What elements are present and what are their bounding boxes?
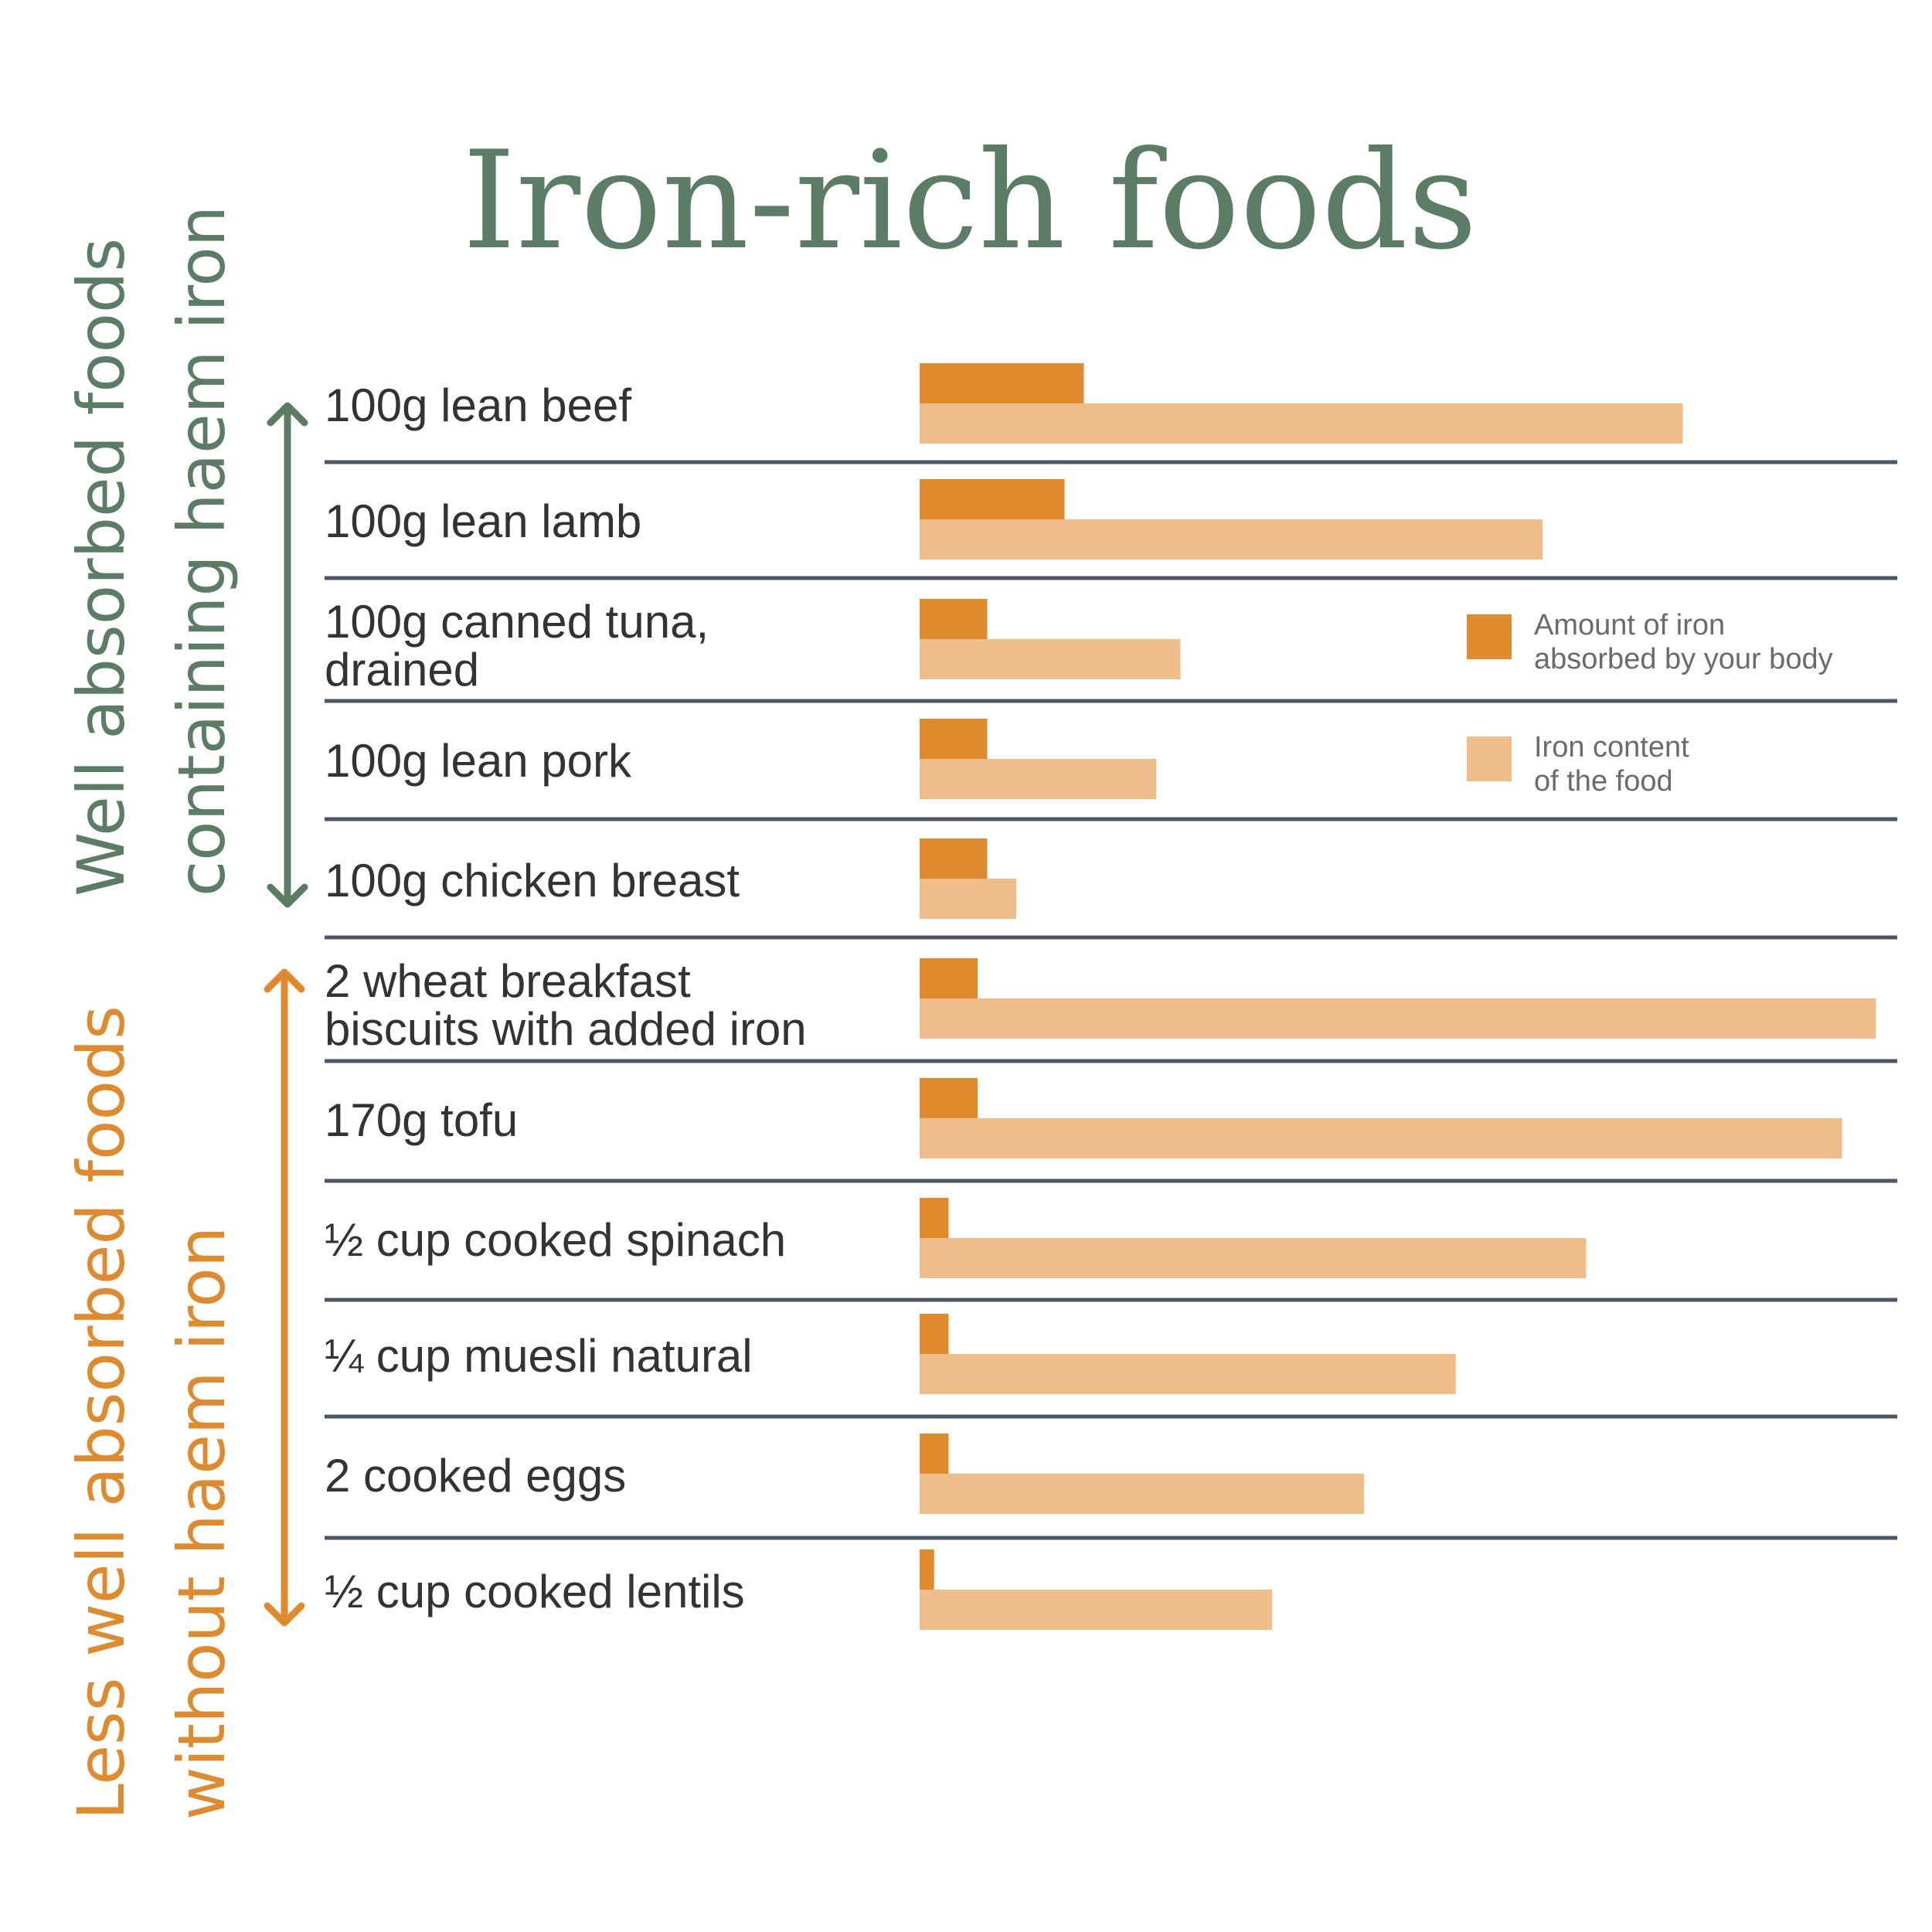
row-label: ½ cup cooked lentils xyxy=(325,1566,745,1617)
group-label-line: Less well absorbed foods xyxy=(63,1005,139,1820)
row-8: ¼ cup muesli natural xyxy=(325,1314,1456,1394)
bar-content xyxy=(920,639,1181,679)
row-2: 100g canned tuna, drained xyxy=(325,596,1181,696)
row-label: 100g lean lamb xyxy=(325,495,641,547)
row-label: 2 cooked eggs xyxy=(325,1450,626,1502)
arrow-down-icon xyxy=(264,1602,305,1627)
row-label: 100g lean beef xyxy=(325,379,631,431)
row-label-line: 100g lean lamb xyxy=(325,495,641,547)
row-label-line: ½ cup cooked lentils xyxy=(325,1566,745,1617)
row-label-line: 100g chicken breast xyxy=(325,855,740,906)
row-label-line: ½ cup cooked spinach xyxy=(325,1214,786,1266)
bar-content xyxy=(920,1118,1842,1158)
bar-content xyxy=(920,759,1157,799)
bar-absorbed xyxy=(920,958,978,998)
bar-content xyxy=(920,1354,1456,1394)
bar-absorbed xyxy=(920,1078,978,1118)
chart-title: Iron-rich foods xyxy=(462,123,1477,280)
row-label-line: 170g tofu xyxy=(325,1094,518,1146)
row-label-line: drained xyxy=(325,644,479,696)
row-label-line: 100g lean beef xyxy=(325,379,631,431)
row-label: ½ cup cooked spinach xyxy=(325,1214,786,1266)
bar-absorbed xyxy=(920,599,988,639)
row-4: 100g chicken breast xyxy=(325,838,1016,919)
row-label-line: 100g lean pork xyxy=(325,735,632,787)
legend-label: Amount of iron xyxy=(1534,609,1725,641)
bar-absorbed xyxy=(920,1314,949,1354)
row-9: 2 cooked eggs xyxy=(325,1434,1364,1514)
bar-content xyxy=(920,1590,1273,1630)
row-label-line: 2 wheat breakfast xyxy=(325,955,691,1007)
legend-label: Iron content xyxy=(1534,731,1689,764)
legend-swatch xyxy=(1467,736,1512,781)
arrow-down-icon xyxy=(267,883,308,908)
row-label: 2 wheat breakfast biscuits with added iro… xyxy=(325,955,807,1055)
bar-content xyxy=(920,879,1016,919)
bar-content xyxy=(920,403,1683,444)
side-groups: Well absorbed foods containing haem iron L… xyxy=(63,206,308,1820)
group-label-line: without haem iron xyxy=(164,1226,240,1820)
group-label-line: Well absorbed foods xyxy=(63,238,139,896)
row-label-line: biscuits with added iron xyxy=(325,1003,807,1055)
row-label: 100g canned tuna, drained xyxy=(325,596,709,696)
legend-label: absorbed by your body xyxy=(1534,643,1833,675)
bar-content xyxy=(920,1474,1364,1514)
bar-content xyxy=(920,519,1543,560)
legend-label: of the food xyxy=(1534,765,1673,798)
bar-content xyxy=(920,1238,1587,1278)
row-5: 2 wheat breakfast biscuits with added iro… xyxy=(325,955,1876,1055)
row-label: 100g chicken breast xyxy=(325,855,740,906)
row-3: 100g lean pork xyxy=(325,719,1157,799)
bar-absorbed xyxy=(920,1549,934,1590)
legend-swatch xyxy=(1467,614,1512,659)
row-7: ½ cup cooked spinach xyxy=(325,1198,1587,1278)
row-label: 170g tofu xyxy=(325,1094,518,1146)
row-label-line: 100g canned tuna, xyxy=(325,596,709,648)
bar-rows: 100g lean beef 100g lean lamb 100g canned … xyxy=(325,363,1876,1630)
row-label-line: ¼ cup muesli natural xyxy=(325,1330,753,1382)
row-label: 100g lean pork xyxy=(325,735,632,787)
arrow-up-icon xyxy=(264,968,305,993)
group-0: Well absorbed foods containing haem iron xyxy=(63,206,308,908)
row-1: 100g lean lamb xyxy=(325,479,1543,560)
row-label-line: 2 cooked eggs xyxy=(325,1450,626,1502)
row-label: ¼ cup muesli natural xyxy=(325,1330,753,1382)
bar-absorbed xyxy=(920,719,988,759)
bar-absorbed xyxy=(920,838,988,879)
row-0: 100g lean beef xyxy=(325,363,1683,444)
row-dividers xyxy=(325,460,1897,1540)
bar-content xyxy=(920,998,1876,1039)
bar-absorbed xyxy=(920,479,1065,519)
bar-absorbed xyxy=(920,363,1084,403)
bar-absorbed xyxy=(920,1434,949,1474)
row-6: 170g tofu xyxy=(325,1078,1842,1158)
group-1: Less well absorbed foods without haem iro… xyxy=(63,968,305,1820)
group-label-line: containing haem iron xyxy=(164,206,240,896)
row-10: ½ cup cooked lentils xyxy=(325,1549,1273,1630)
arrow-up-icon xyxy=(267,402,308,427)
bar-absorbed xyxy=(920,1198,949,1238)
